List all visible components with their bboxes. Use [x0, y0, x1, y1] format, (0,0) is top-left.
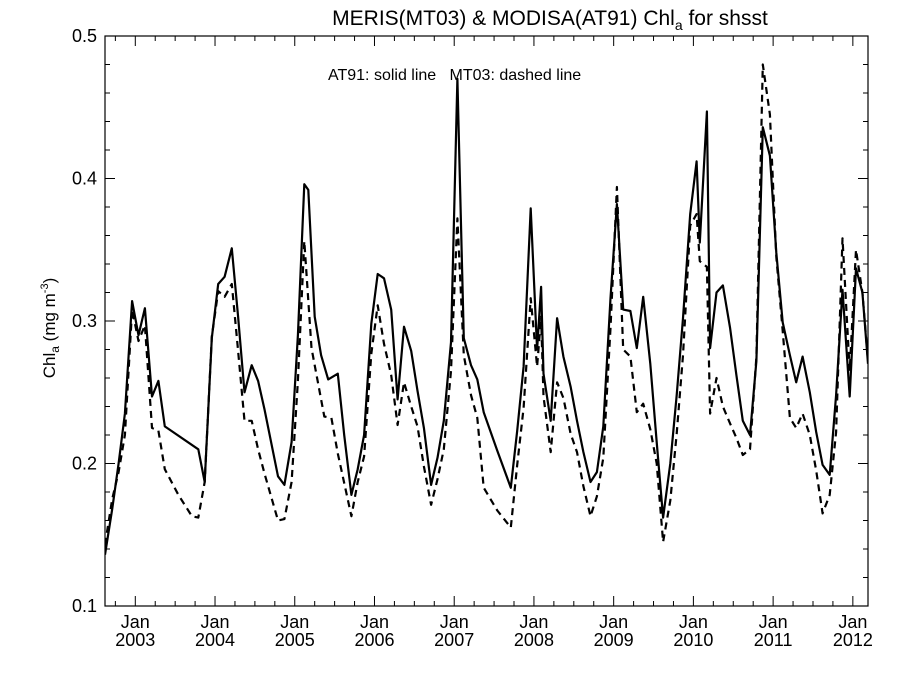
y-axis-label: Chla (mg m-3): [39, 278, 62, 379]
series-line-mt03: [105, 63, 868, 545]
x-tick-label-year: 2012: [833, 630, 873, 650]
series-line-at91: [105, 77, 868, 555]
x-tick-label-year: 2005: [275, 630, 315, 650]
x-tick-label-year: 2007: [434, 630, 474, 650]
x-tick-label-year: 2003: [115, 630, 155, 650]
x-tick-label-year: 2008: [514, 630, 554, 650]
chart-title: MERIS(MT03) & MODISA(AT91) Chla for shss…: [332, 7, 768, 33]
x-tick-label-year: 2009: [594, 630, 634, 650]
x-tick-label-month: Jan: [599, 612, 628, 632]
x-tick-label-month: Jan: [440, 612, 469, 632]
y-tick-label: 0.3: [72, 311, 97, 331]
plot-frame: [104, 35, 869, 607]
y-axis-label-subscript: a: [48, 346, 62, 353]
y-axis-label-units: (mg m: [40, 293, 59, 346]
x-tick-label-month: Jan: [679, 612, 708, 632]
x-tick-label-year: 2010: [673, 630, 713, 650]
y-tick-label: 0.5: [72, 26, 97, 46]
x-tick-label-month: Jan: [519, 612, 548, 632]
y-tick-label: 0.4: [72, 169, 97, 189]
chart-marks: 0.10.20.30.40.5Jan2003Jan2004Jan2005Jan2…: [72, 26, 873, 650]
x-tick-label-year: 2006: [354, 630, 394, 650]
y-tick-label: 0.1: [72, 596, 97, 616]
chart-title-main: MERIS(MT03) & MODISA(AT91) Chl: [332, 7, 675, 30]
x-tick-label-year: 2011: [754, 630, 793, 650]
y-tick-label: 0.2: [72, 454, 97, 474]
x-tick-label-month: Jan: [201, 612, 230, 632]
y-axis-label-main: Chl: [40, 353, 59, 379]
x-tick-label-year: 2004: [195, 630, 235, 650]
x-tick-label-month: Jan: [759, 612, 788, 632]
x-tick-label-month: Jan: [121, 612, 150, 632]
x-tick-label-month: Jan: [280, 612, 309, 632]
y-axis-label-superscript: -3: [39, 283, 51, 293]
chart-title-subscript: a: [675, 17, 683, 33]
y-axis-label-close: ): [40, 278, 59, 284]
x-tick-label-month: Jan: [838, 612, 867, 632]
legend-annotation: AT91: solid line MT03: dashed line: [328, 67, 581, 84]
chart-title-suffix: for shsst: [683, 7, 768, 30]
x-tick-label-month: Jan: [360, 612, 389, 632]
